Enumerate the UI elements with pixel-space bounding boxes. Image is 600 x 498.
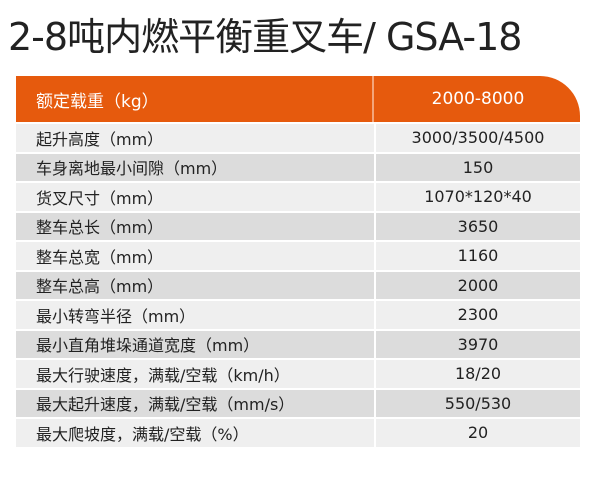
table-row: 最小转弯半径（mm） 2300 xyxy=(16,301,580,329)
table-row: 最大行驶速度，满载/空载（km/h） 18/20 xyxy=(16,360,580,388)
spec-label: 整车总宽（mm） xyxy=(16,242,374,270)
spec-value: 150 xyxy=(376,153,580,181)
spec-value: 3970 xyxy=(376,330,580,358)
spec-label: 最大爬坡度，满载/空载（%） xyxy=(16,419,374,447)
header-label: 额定载重（kg） xyxy=(16,76,374,122)
spec-label: 最小直角堆垛通道宽度（mm） xyxy=(16,330,374,358)
spec-value: 3000/3500/4500 xyxy=(376,124,580,152)
spec-value: 3650 xyxy=(376,212,580,240)
spec-label: 车身离地最小间隙（mm） xyxy=(16,153,374,181)
spec-label: 货叉尺寸（mm） xyxy=(16,183,374,211)
spec-value: 2000 xyxy=(376,271,580,299)
spec-value: 2300 xyxy=(376,301,580,329)
spec-value: 20 xyxy=(376,419,580,447)
table-row: 最大爬坡度，满载/空载（%） 20 xyxy=(16,419,580,447)
table-row: 起升高度（mm） 3000/3500/4500 xyxy=(16,124,580,152)
spec-label: 最大行驶速度，满载/空载（km/h） xyxy=(16,360,374,388)
spec-value: 1070*120*40 xyxy=(376,183,580,211)
table-row: 最小直角堆垛通道宽度（mm） 3970 xyxy=(16,330,580,358)
table-row: 货叉尺寸（mm） 1070*120*40 xyxy=(16,183,580,211)
spec-table: 额定载重（kg） 2000-8000 起升高度（mm） 3000/3500/450… xyxy=(16,76,580,447)
spec-value: 1160 xyxy=(376,242,580,270)
spec-value: 550/530 xyxy=(376,389,580,417)
table-header: 额定载重（kg） 2000-8000 xyxy=(16,76,580,122)
page-title: 2-8吨内燃平衡重叉车/ GSA-18 xyxy=(8,15,522,59)
spec-value: 18/20 xyxy=(376,360,580,388)
spec-label: 整车总高（mm） xyxy=(16,271,374,299)
spec-label: 整车总长（mm） xyxy=(16,212,374,240)
table-row: 车身离地最小间隙（mm） 150 xyxy=(16,153,580,181)
spec-label: 最小转弯半径（mm） xyxy=(16,301,374,329)
table-row: 整车总高（mm） 2000 xyxy=(16,271,580,299)
table-row: 整车总宽（mm） 1160 xyxy=(16,242,580,270)
spec-label: 最大起升速度，满载/空载（mm/s） xyxy=(16,389,374,417)
header-value: 2000-8000 xyxy=(431,89,525,109)
table-row: 最大起升速度，满载/空载（mm/s） 550/530 xyxy=(16,389,580,417)
table-row: 整车总长（mm） 3650 xyxy=(16,212,580,240)
spec-label: 起升高度（mm） xyxy=(16,124,374,152)
